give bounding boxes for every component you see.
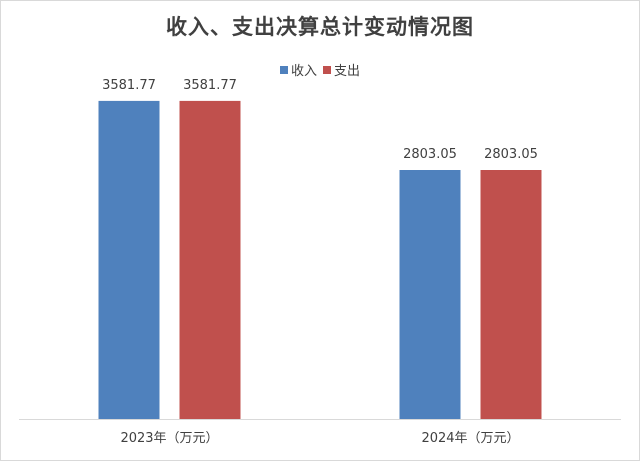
x-tick-label-0: 2023年（万元）: [120, 431, 218, 446]
x-tick-label-1: 2024年（万元）: [421, 431, 519, 446]
data-label-expense-1: 2803.05: [484, 147, 538, 162]
bar-income-0: [98, 100, 160, 420]
legend-item-expense: 支出: [323, 60, 360, 79]
data-label-income-1: 2803.05: [403, 147, 457, 162]
legend-swatch-expense: [323, 65, 331, 74]
legend-label-income: 收入: [290, 64, 317, 79]
bar-expense-0: [179, 100, 241, 420]
legend-item-income: 收入: [279, 60, 317, 79]
bar-income-1: [399, 170, 461, 419]
legend-label-expense: 支出: [334, 64, 361, 79]
legend: 收入 支出: [1, 60, 639, 79]
legend-swatch-income: [279, 65, 288, 74]
bar-expense-1: [480, 170, 542, 419]
data-label-income-0: 3581.77: [102, 78, 156, 93]
data-label-expense-0: 3581.77: [183, 78, 237, 93]
chart-title: 收入、支出决算总计变动情况图: [166, 15, 474, 39]
